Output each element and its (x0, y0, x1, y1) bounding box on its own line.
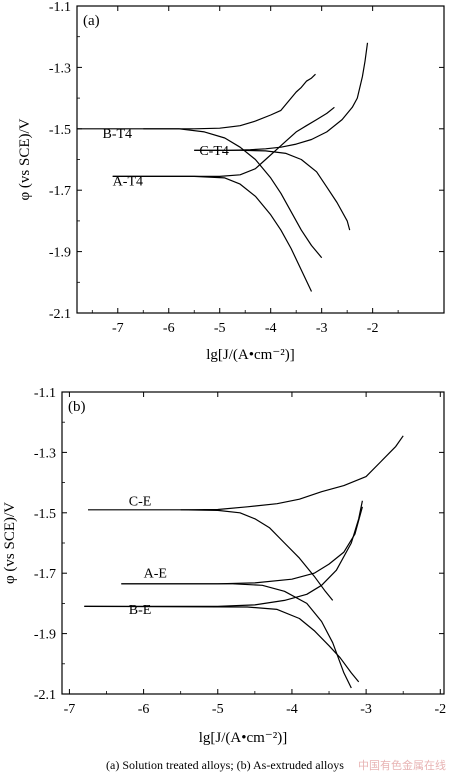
series-label: A-E (144, 567, 167, 582)
y-tick-label: -1.3 (49, 61, 71, 76)
x-tick-label: -6 (138, 702, 150, 717)
series-label: B-T4 (102, 127, 132, 142)
series-label: C-T4 (199, 144, 229, 159)
x-tick-label: -7 (112, 321, 124, 336)
y-tick-label: -1.1 (34, 386, 56, 401)
x-tick-label: -4 (286, 702, 298, 717)
series-label: A-T4 (113, 175, 143, 190)
x-tick-label: -5 (212, 702, 224, 717)
series-line-b-t4-cathodic (143, 128, 323, 259)
y-tick-label: -2.1 (34, 688, 56, 703)
y-tick-label: -1.9 (34, 628, 56, 643)
panel-label: (b) (68, 399, 86, 415)
x-tick-label: -3 (316, 321, 328, 336)
series-line-a-e-cathodic (121, 583, 352, 689)
series-line-c-t4-anodic (194, 42, 369, 151)
plot-frame (76, 5, 445, 314)
series-line-a-t4-cathodic (112, 175, 313, 292)
y-axis-title: φ (vs SCE)/V (17, 118, 33, 200)
y-tick-label: -1.5 (49, 123, 71, 138)
series-line-c-e-anodic (88, 435, 404, 511)
panel-a: -7 -6 -5 -4 -3 -2 -2.1 -1.9 -1.7 -1.5 -1.3 -1.1 (a) l… (17, 0, 445, 363)
x-tick-label: -3 (360, 702, 372, 717)
series-line-b-e-anodic (84, 500, 363, 607)
series-label: B-E (129, 603, 152, 618)
x-tick-label: -6 (163, 321, 175, 336)
x-axis-title: lg[J/(A•cm⁻²)] (206, 347, 294, 363)
plot-frame (61, 391, 445, 695)
x-tick-label: -4 (265, 321, 277, 336)
series-line-a-t4-anodic (112, 106, 335, 177)
x-axis-title: lg[J/(A•cm⁻²)] (199, 730, 287, 746)
y-tick-label: -1.7 (49, 184, 71, 199)
series-line-c-e-cathodic (180, 509, 334, 601)
watermark-text: 中国有色金属在线 (358, 758, 446, 772)
y-tick-label: -1.9 (49, 246, 71, 261)
figure-caption: (a) Solution treated alloys; (b) As-extr… (106, 758, 344, 772)
x-tick-label: -7 (64, 702, 76, 717)
series-line-b-e-cathodic (84, 605, 360, 683)
y-tick-label: -2.1 (49, 307, 71, 322)
x-tick-label: -2 (434, 702, 446, 717)
panel-b: -7 -6 -5 -4 -3 -2 -2.1 -1.9 -1.7 -1.5 -1.3 -1.1 (b) l… (2, 386, 446, 746)
series-line-b-t4-anodic (77, 73, 316, 130)
y-tick-label: -1.5 (34, 507, 56, 522)
x-tick-label: -5 (214, 321, 226, 336)
series-label: C-E (129, 494, 152, 509)
series-line-c-t4-cathodic (194, 149, 351, 231)
y-tick-label: -1.3 (34, 446, 56, 461)
panel-label: (a) (83, 13, 100, 29)
x-tick-label: -2 (367, 321, 379, 336)
y-tick-label: -1.1 (49, 0, 71, 15)
y-tick-label: -1.7 (34, 567, 56, 582)
y-axis-title: φ (vs SCE)/V (2, 502, 18, 584)
